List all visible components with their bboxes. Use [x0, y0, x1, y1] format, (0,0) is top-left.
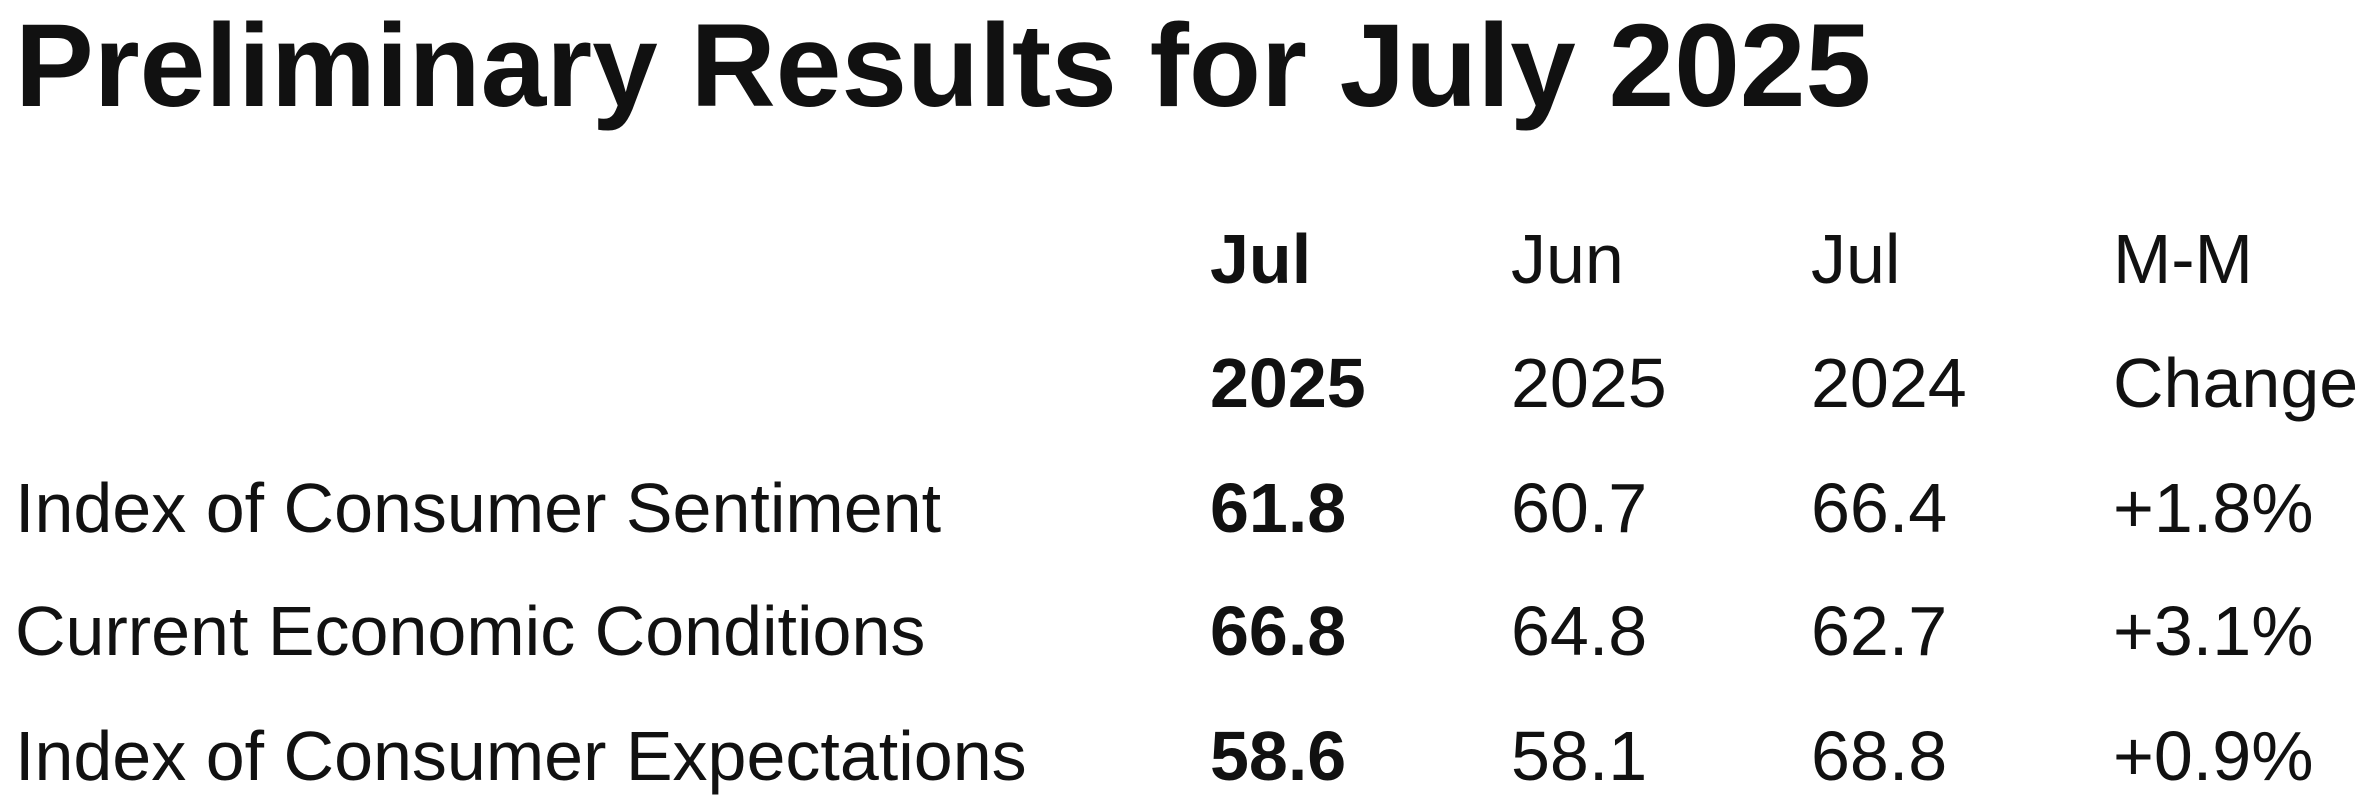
value-cell: +0.9%	[2113, 717, 2313, 795]
row-label: Index of Consumer Sentiment	[15, 469, 941, 547]
column-header: 2025	[1511, 344, 1667, 422]
column-header: Jul	[1811, 220, 1900, 298]
column-header: 2024	[1811, 344, 1967, 422]
column-header: M-M	[2113, 220, 2253, 298]
title: Preliminary Results for July 2025	[15, 0, 1871, 132]
row-label: Current Economic Conditions	[15, 592, 925, 670]
column-header: Jun	[1511, 220, 1624, 298]
results-table: Jul 2025 Jun 2025 Jul 2024 M-M Change Index of C…	[15, 220, 2358, 795]
value-cell: 60.7	[1511, 469, 1647, 547]
row-label: Index of Consumer Expectations	[15, 717, 1027, 795]
value-cell: +3.1%	[2113, 592, 2313, 670]
value-cell: 61.8	[1210, 469, 1346, 547]
value-cell: 66.4	[1811, 469, 1947, 547]
column-header: 2025	[1210, 344, 1366, 422]
value-cell: 58.6	[1210, 717, 1346, 795]
value-cell: 64.8	[1511, 592, 1647, 670]
value-cell: 62.7	[1811, 592, 1947, 670]
value-cell: +1.8%	[2113, 469, 2313, 547]
value-cell: 66.8	[1210, 592, 1346, 670]
column-header: Change	[2113, 344, 2358, 422]
value-cell: 68.8	[1811, 717, 1947, 795]
value-cell: 58.1	[1511, 717, 1647, 795]
column-header: Jul	[1210, 220, 1311, 298]
